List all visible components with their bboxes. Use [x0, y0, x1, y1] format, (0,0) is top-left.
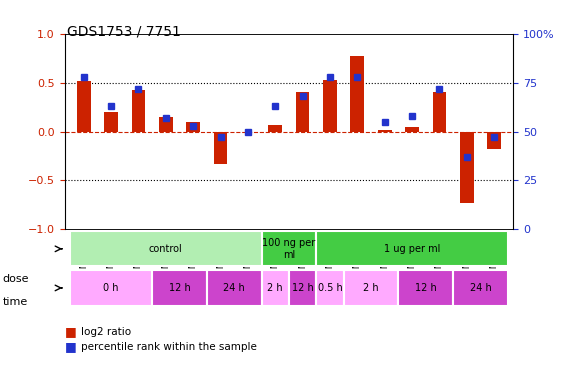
Text: ■: ■ — [65, 340, 76, 353]
Bar — [316, 270, 344, 306]
Bar — [351, 56, 364, 132]
Text: 12 h: 12 h — [168, 283, 190, 293]
Text: 0 h: 0 h — [103, 283, 119, 293]
Bar — [460, 132, 473, 203]
Text: 12 h: 12 h — [292, 283, 314, 293]
Bar — [214, 132, 227, 164]
Text: 24 h: 24 h — [470, 283, 491, 293]
Bar — [70, 231, 261, 266]
Bar — [344, 270, 398, 306]
Bar — [398, 270, 453, 306]
Text: log2 ratio: log2 ratio — [81, 327, 131, 337]
Bar — [405, 127, 419, 132]
Text: 1 ug per ml: 1 ug per ml — [384, 244, 440, 254]
Text: dose: dose — [3, 274, 29, 284]
Text: 100 ng per
ml: 100 ng per ml — [263, 238, 315, 260]
Text: ■: ■ — [65, 326, 76, 338]
Bar — [289, 270, 316, 306]
Bar — [323, 80, 337, 132]
Text: time: time — [3, 297, 28, 307]
Bar — [104, 112, 118, 132]
Text: 2 h: 2 h — [363, 283, 379, 293]
Bar — [296, 92, 310, 132]
Bar — [152, 270, 207, 306]
Bar — [378, 130, 392, 132]
Bar — [453, 270, 508, 306]
Bar — [433, 92, 446, 132]
Text: 0.5 h: 0.5 h — [318, 283, 342, 293]
Bar — [268, 124, 282, 132]
Text: GDS1753 / 7751: GDS1753 / 7751 — [67, 24, 181, 38]
Text: 24 h: 24 h — [223, 283, 245, 293]
Bar — [261, 231, 316, 266]
Bar — [261, 270, 289, 306]
Bar — [186, 122, 200, 132]
Bar — [159, 117, 173, 132]
Bar — [207, 270, 261, 306]
Text: 2 h: 2 h — [268, 283, 283, 293]
Bar — [70, 270, 152, 306]
Bar — [316, 231, 508, 266]
Bar — [488, 132, 501, 149]
Text: percentile rank within the sample: percentile rank within the sample — [81, 342, 257, 352]
Bar — [77, 81, 90, 132]
Bar — [132, 90, 145, 132]
Text: 12 h: 12 h — [415, 283, 436, 293]
Text: control: control — [149, 244, 183, 254]
